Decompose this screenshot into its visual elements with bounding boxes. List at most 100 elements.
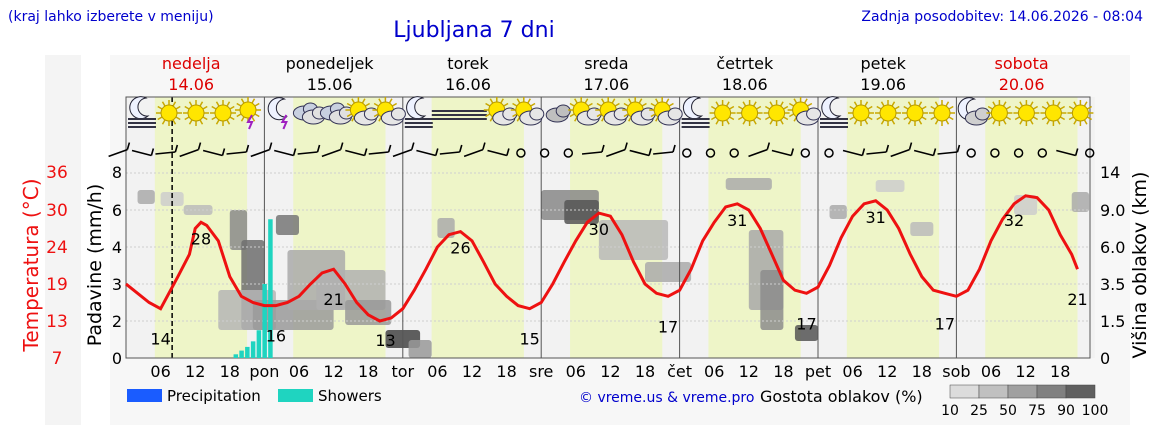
wind-barb: [131, 149, 152, 157]
wind-barb-flag: [339, 142, 344, 150]
wind-barb: [250, 148, 270, 158]
x-tick-label: 06: [150, 362, 170, 381]
sun-icon: [156, 100, 182, 126]
fog-icon: [431, 110, 460, 120]
cloud-height-tick-label: 3.5: [1100, 275, 1125, 294]
sun-ray: [211, 116, 217, 121]
sun-icon: [183, 100, 209, 126]
sun-ray: [226, 119, 231, 125]
sun-ray: [783, 116, 789, 121]
wind-barb-flag: [672, 144, 676, 153]
x-tick-label: 06: [704, 362, 724, 381]
sun-ray: [880, 119, 885, 125]
moon-fog-icon: [404, 96, 433, 128]
sun-ray: [516, 98, 521, 104]
wind-barb-flag: [766, 142, 771, 150]
sun-ray: [388, 98, 393, 104]
wind-barb-flag: [245, 144, 250, 153]
wind-barb: [179, 148, 199, 158]
cloud-height-axis-title: Višina oblakov (km): [1129, 172, 1151, 359]
sun-ray: [157, 116, 163, 121]
sun-ray: [788, 113, 795, 118]
day-date: 17.06: [583, 75, 629, 94]
wind-barb: [274, 149, 294, 157]
sun-ray: [240, 116, 245, 122]
precip-tick-label: 6: [112, 201, 122, 220]
cloud-patch: [829, 205, 847, 219]
sun-ray: [611, 98, 616, 104]
sun-ray: [188, 119, 193, 125]
sun-ray: [807, 102, 813, 107]
fog-icon: [458, 110, 487, 120]
x-tick-label: 06: [289, 362, 309, 381]
sun-ray: [628, 98, 632, 104]
sun-ray: [587, 102, 593, 107]
grid-lines: [125, 96, 1091, 359]
wind-barb: [321, 148, 341, 158]
sun-ray: [1002, 101, 1007, 107]
location-note[interactable]: (kraj lahko izberete v meniju): [8, 9, 214, 25]
credit-link[interactable]: © vreme.us & vreme.pro: [579, 390, 754, 406]
wind-barb: [606, 148, 626, 158]
sun-disc: [239, 101, 257, 119]
sun-ray: [930, 116, 936, 121]
cloud-height-tick-label: 14: [1100, 163, 1120, 182]
x-tick-label: 18: [1050, 362, 1070, 381]
sun-ray: [921, 116, 927, 121]
sun-ray: [783, 105, 789, 110]
wind-barb-flag: [268, 142, 273, 150]
sun-ray: [930, 105, 936, 110]
wind-barb: [629, 149, 650, 157]
sun-ray: [907, 101, 912, 107]
temperature-label: 13: [375, 331, 395, 350]
sun-icon: [902, 100, 928, 126]
sun-ray: [596, 113, 602, 118]
sun-disc: [990, 104, 1008, 122]
day-date: 14.06: [168, 75, 214, 94]
sun-ray: [992, 101, 997, 107]
daylight-band: [708, 97, 801, 358]
legend-showers-label: Showers: [318, 387, 382, 405]
cloud-patch: [598, 220, 669, 260]
sun-ray: [710, 105, 717, 110]
wind-barb-flag: [316, 144, 321, 153]
wind-calm: [682, 148, 692, 158]
sun-disc: [214, 104, 232, 122]
sun-ray: [161, 101, 166, 107]
sun-cloud-icon: [510, 97, 545, 126]
wind-barb-flag: [506, 148, 510, 156]
sun-ray: [742, 101, 747, 107]
x-tick-label: 12: [185, 362, 205, 381]
sun-icon: [1013, 100, 1040, 126]
sun-ray: [1068, 116, 1074, 121]
sun-disc: [906, 104, 924, 122]
wind-barb-flag: [861, 148, 866, 156]
day-date: 15.06: [307, 75, 353, 94]
sun-ray: [1014, 105, 1020, 110]
scale-tick-label: 90: [1057, 403, 1075, 419]
cloud-patch: [794, 325, 818, 341]
sun-ray: [756, 105, 762, 110]
sun-ray: [211, 105, 217, 110]
sun-ray: [161, 119, 166, 125]
sun-ray: [655, 98, 659, 104]
sun-ray: [596, 102, 602, 107]
precip-tick-label: 0: [112, 349, 122, 368]
sun-ray: [764, 105, 771, 110]
precip-axis-title: Padavine (mm/h): [84, 184, 106, 347]
temperature-label: 16: [266, 327, 286, 346]
sun-ray: [199, 119, 204, 125]
sun-ray: [574, 98, 578, 104]
wind-barb-flag: [387, 144, 392, 153]
x-tick-label: 06: [981, 362, 1001, 381]
wind-barb: [653, 151, 674, 155]
sun-icon: [736, 100, 763, 126]
sun-ray: [215, 119, 220, 125]
x-tick-label: 18: [496, 362, 516, 381]
sun-ray: [710, 116, 717, 121]
sun-cloud-icon: [649, 97, 683, 126]
sun-ray: [903, 116, 909, 121]
sun-ray: [934, 101, 939, 107]
cloud-patch: [1071, 192, 1090, 212]
